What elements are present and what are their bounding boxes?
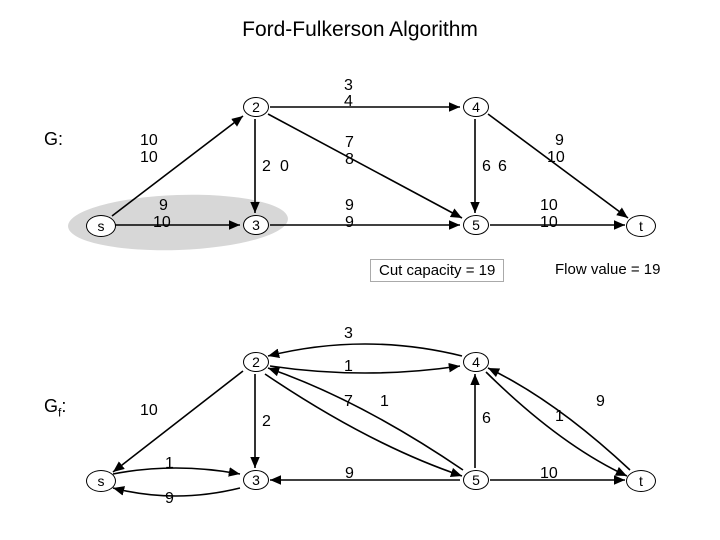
gf-node-4: 4 xyxy=(463,352,489,372)
g-e4t-top: 9 xyxy=(555,132,564,150)
gf-e4t-b: 1 xyxy=(555,408,564,426)
g-s3-top: 9 xyxy=(159,197,168,215)
gf-node-s: s xyxy=(86,470,116,492)
g-e24-bot: 4 xyxy=(344,93,353,111)
g-e45-r: 6 xyxy=(498,158,507,176)
gf-node-5: 5 xyxy=(463,470,489,490)
gf-s3a: 1 xyxy=(165,455,174,473)
gf-e24a: 3 xyxy=(344,325,353,343)
g-s3-bot: 10 xyxy=(153,214,171,232)
g-node-s: s xyxy=(86,215,116,237)
gf-e35: 9 xyxy=(345,465,354,483)
g-e5t-top: 10 xyxy=(540,197,558,215)
gf-colon: : xyxy=(61,396,66,416)
gf-letter: G xyxy=(44,396,58,416)
gf-node-t: t xyxy=(626,470,656,492)
g-e23-l: 2 xyxy=(262,158,271,176)
page-title: Ford-Fulkerson Algorithm xyxy=(0,18,720,42)
g-e35-top: 9 xyxy=(345,197,354,215)
g-e4t-bot: 10 xyxy=(547,149,565,167)
graph-g-label: G: xyxy=(44,129,63,150)
gf-s2: 10 xyxy=(140,402,158,420)
gf-node-2: 2 xyxy=(243,352,269,372)
g-s2-top: 10 xyxy=(140,132,158,150)
gf-e24b: 1 xyxy=(344,358,353,376)
g-node-2: 2 xyxy=(243,97,269,117)
g-s2-bot: 10 xyxy=(140,149,158,167)
g-node-3: 3 xyxy=(243,215,269,235)
flow-value-label: Flow value = 19 xyxy=(555,261,660,278)
graph-gf-label: Gf: xyxy=(44,396,66,420)
gf-e23: 2 xyxy=(262,413,271,431)
g-e35-bot: 9 xyxy=(345,214,354,232)
gf-s3b: 9 xyxy=(165,490,174,508)
g-e23-r: 0 xyxy=(280,158,289,176)
g-e45-l: 6 xyxy=(482,158,491,176)
g-node-t: t xyxy=(626,215,656,237)
gf-e45: 6 xyxy=(482,410,491,428)
g-e25-bot: 8 xyxy=(345,151,354,169)
gf-e25a: 7 xyxy=(344,393,353,411)
gf-e25b: 1 xyxy=(380,393,389,411)
gf-e5t: 10 xyxy=(540,465,558,483)
g-node-4: 4 xyxy=(463,97,489,117)
g-e25-top: 7 xyxy=(345,134,354,152)
g-node-5: 5 xyxy=(463,215,489,235)
gf-e4t-a: 9 xyxy=(596,393,605,411)
gf-node-3: 3 xyxy=(243,470,269,490)
g-e5t-bot: 10 xyxy=(540,214,558,232)
cut-capacity-box: Cut capacity = 19 xyxy=(370,259,504,282)
